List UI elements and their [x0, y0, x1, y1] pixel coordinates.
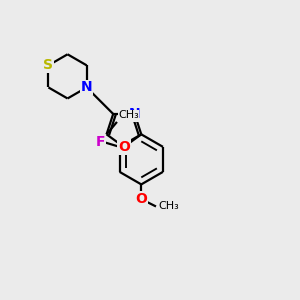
Text: N: N [81, 80, 92, 94]
Text: O: O [118, 140, 130, 154]
Text: O: O [135, 192, 147, 206]
Text: F: F [96, 135, 105, 149]
Text: CH₃: CH₃ [118, 110, 139, 121]
Text: S: S [44, 58, 53, 72]
Text: CH₃: CH₃ [158, 202, 179, 212]
Text: N: N [129, 107, 140, 121]
